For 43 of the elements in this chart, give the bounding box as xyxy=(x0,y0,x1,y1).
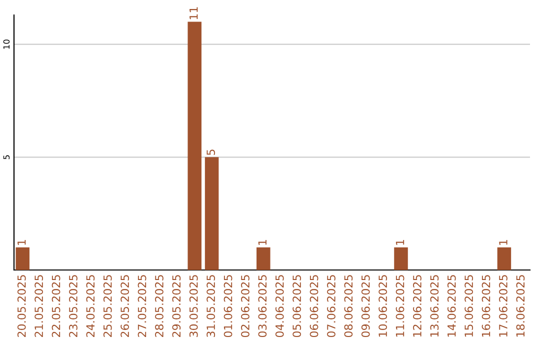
x-tick-label: 15.06.2025 xyxy=(464,275,474,337)
data-label: 5 xyxy=(206,150,216,155)
x-tick-label: 03.06.2025 xyxy=(258,275,267,338)
bar xyxy=(16,247,30,270)
bar xyxy=(204,157,219,270)
data-label: 11 xyxy=(190,7,198,20)
data-label: 1 xyxy=(499,240,508,245)
x-tick-label: 25.05.2025 xyxy=(103,275,112,337)
data-label: 1 xyxy=(396,240,404,245)
x-tick-label: 04.06.2025 xyxy=(275,275,284,338)
x-tick-label: 01.06.2025 xyxy=(224,275,232,338)
x-tick-label: 13.06.2025 xyxy=(430,275,439,337)
data-label: 1 xyxy=(258,240,266,245)
bar xyxy=(188,22,202,270)
bar xyxy=(497,247,512,270)
x-tick-label: 05.06.2025 xyxy=(292,275,302,338)
x-tick-label: 12.06.2025 xyxy=(413,275,422,337)
x-tick-label: 28.05.2025 xyxy=(155,275,164,337)
x-tick-label: 08.06.2025 xyxy=(344,275,353,338)
x-tick-label: 18.06.2025 xyxy=(516,275,525,337)
x-tick-label: 07.06.2025 xyxy=(327,275,336,338)
x-tick-label: 02.06.2025 xyxy=(241,275,250,338)
x-tick-label: 11.06.2025 xyxy=(396,275,404,337)
y-tick-label: 10 xyxy=(3,40,10,49)
x-tick-label: 30.05.2025 xyxy=(189,275,198,337)
x-tick-label: 27.05.2025 xyxy=(138,275,146,337)
x-tick-label: 17.06.2025 xyxy=(499,275,508,337)
x-tick-label: 09.06.2025 xyxy=(361,275,370,338)
x-tick-label: 31.05.2025 xyxy=(206,275,216,337)
x-tick-label: 14.06.2025 xyxy=(447,275,456,337)
data-label: 1 xyxy=(18,240,26,245)
x-tick-label: 21.05.2025 xyxy=(34,275,44,337)
x-tick-label: 23.05.2025 xyxy=(69,275,78,337)
x-tick-label: 24.05.2025 xyxy=(86,275,95,337)
bar xyxy=(394,247,408,270)
x-tick-label: 16.06.2025 xyxy=(482,275,490,337)
x-tick-label: 06.06.2025 xyxy=(310,275,318,338)
x-tick-label: 29.05.2025 xyxy=(172,275,181,337)
x-tick-label: 22.05.2025 xyxy=(52,275,60,337)
bar xyxy=(256,247,270,270)
x-tick-label: 10.06.2025 xyxy=(378,275,388,337)
x-tick-label: 20.05.2025 xyxy=(17,275,26,337)
x-tick-label: 26.05.2025 xyxy=(120,275,130,337)
